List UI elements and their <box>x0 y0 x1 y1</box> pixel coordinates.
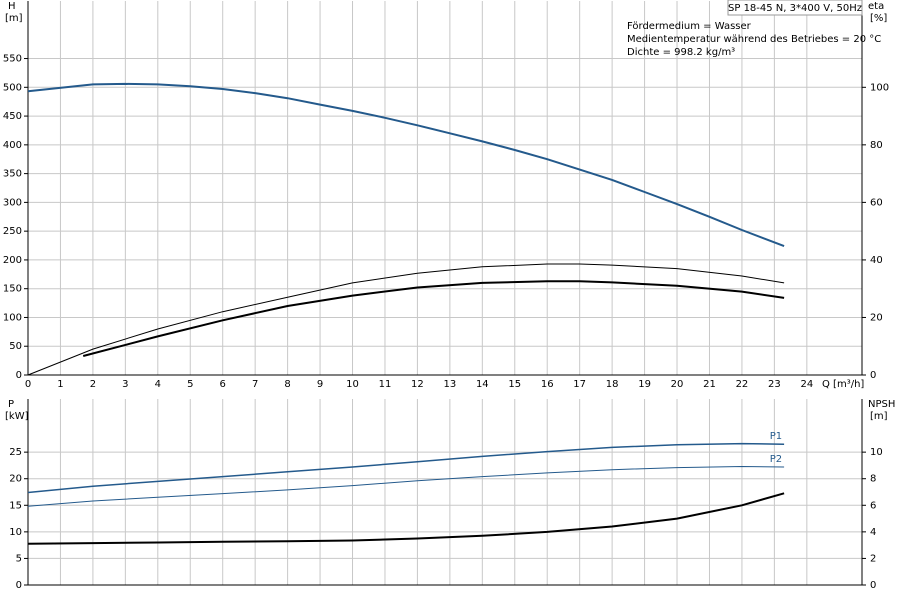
y-tick-label: 50 <box>9 341 22 352</box>
x-tick-label: 14 <box>476 379 489 390</box>
x-tick-label: 22 <box>736 379 749 390</box>
y-axis-unit: [m] <box>5 13 23 24</box>
x-tick-label: 11 <box>379 379 392 390</box>
y-axis-unit: [kW] <box>5 411 29 422</box>
x-tick-label: 20 <box>671 379 684 390</box>
y2-tick-label: 0 <box>870 370 876 381</box>
x-tick-label: 1 <box>57 379 63 390</box>
y2-axis-label: eta <box>868 1 884 12</box>
y-tick-label: 150 <box>3 284 22 295</box>
curve-label: P1 <box>770 431 782 442</box>
y-tick-label: 0 <box>16 370 22 381</box>
y2-axis-unit: [m] <box>870 411 888 422</box>
x-tick-label: 3 <box>122 379 128 390</box>
y2-axis-label: NPSH <box>868 399 895 410</box>
chart-title: SP 18-45 N, 3*400 V, 50Hz <box>728 3 862 14</box>
curve <box>27 263 785 376</box>
y2-tick-label: 60 <box>870 197 883 208</box>
curve <box>27 492 785 545</box>
x-tick-label: 9 <box>317 379 323 390</box>
curve <box>27 465 785 507</box>
curve <box>27 82 785 248</box>
x-tick-label: 6 <box>220 379 226 390</box>
y2-tick-label: 10 <box>870 447 883 458</box>
y-tick-label: 20 <box>9 474 22 485</box>
title-box <box>727 0 863 16</box>
y-tick-label: 100 <box>3 312 22 323</box>
y-axis-label: P <box>8 399 14 410</box>
y-axis-label: H <box>8 1 16 12</box>
curve <box>27 442 785 494</box>
y-tick-label: 250 <box>3 226 22 237</box>
x-tick-label: 21 <box>703 379 716 390</box>
y2-tick-label: 2 <box>870 553 876 564</box>
y-tick-label: 10 <box>9 527 22 538</box>
y2-tick-label: 100 <box>870 82 889 93</box>
y-tick-label: 15 <box>9 500 22 511</box>
x-tick-label: 17 <box>573 379 586 390</box>
y-tick-label: 5 <box>16 553 22 564</box>
y2-axis-unit: [%] <box>870 13 887 24</box>
y-tick-label: 500 <box>3 82 22 93</box>
x-tick-label: 5 <box>187 379 193 390</box>
x-tick-label: 12 <box>411 379 424 390</box>
x-tick-label: 13 <box>444 379 457 390</box>
y-tick-label: 350 <box>3 169 22 180</box>
info-note: Dichte = 998.2 kg/m³ <box>627 47 735 58</box>
y2-tick-label: 20 <box>870 312 883 323</box>
x-tick-label: 8 <box>284 379 290 390</box>
x-tick-label: 16 <box>541 379 554 390</box>
x-tick-label: 23 <box>768 379 781 390</box>
y2-tick-label: 4 <box>870 527 876 538</box>
y2-tick-label: 40 <box>870 255 883 266</box>
y2-tick-label: 0 <box>870 580 876 591</box>
y-tick-label: 300 <box>3 197 22 208</box>
y2-tick-label: 8 <box>870 474 876 485</box>
y-tick-label: 200 <box>3 255 22 266</box>
y-tick-label: 450 <box>3 111 22 122</box>
y-tick-label: 400 <box>3 140 22 151</box>
y-tick-label: 550 <box>3 54 22 65</box>
y2-tick-label: 80 <box>870 140 883 151</box>
x-tick-label: 7 <box>252 379 258 390</box>
x-tick-label: 19 <box>638 379 651 390</box>
curve <box>82 280 785 357</box>
info-note: Fördermedium = Wasser <box>627 21 752 32</box>
x-tick-label: 15 <box>508 379 521 390</box>
y-tick-label: 0 <box>16 580 22 591</box>
x-tick-label: 0 <box>25 379 31 390</box>
x-tick-label: 4 <box>155 379 161 390</box>
y-tick-label: 25 <box>9 447 22 458</box>
x-axis-label: Q [m³/h] <box>822 379 864 390</box>
x-tick-label: 18 <box>606 379 619 390</box>
info-note: Medientemperatur während des Betriebes =… <box>627 34 881 45</box>
x-tick-label: 2 <box>90 379 96 390</box>
curve-label: P2 <box>770 454 782 465</box>
x-tick-label: 24 <box>800 379 813 390</box>
y2-tick-label: 6 <box>870 500 876 511</box>
x-tick-label: 10 <box>346 379 359 390</box>
